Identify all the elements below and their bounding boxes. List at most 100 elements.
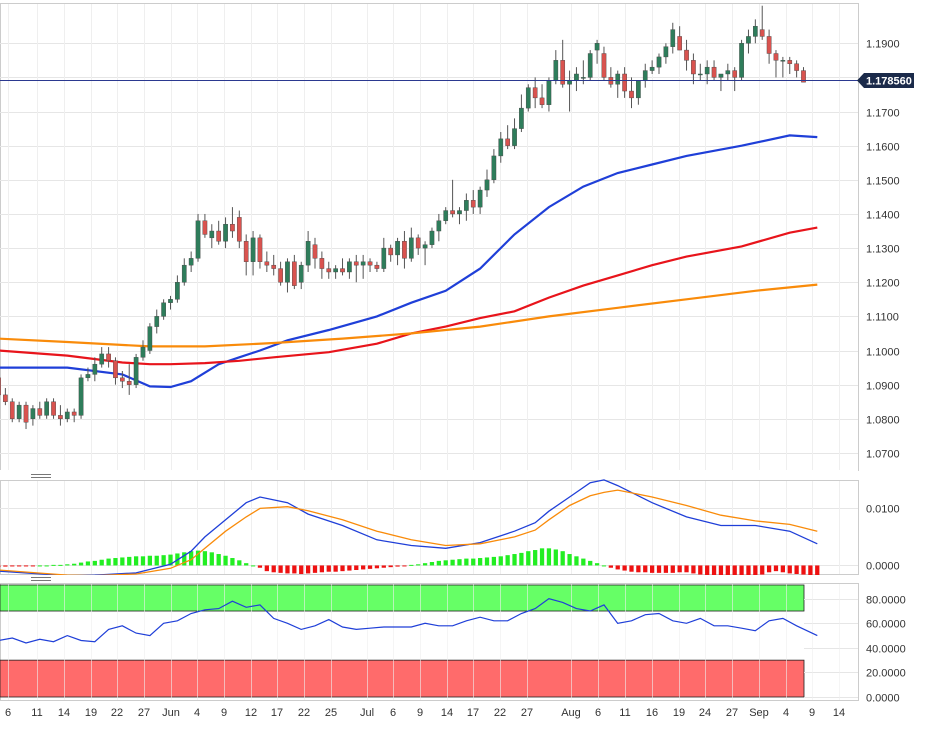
candle-up: [512, 118, 517, 150]
candle-body: [725, 70, 731, 75]
candle-body: [126, 381, 132, 385]
candle-down: [319, 251, 325, 279]
candle-body: [250, 237, 256, 262]
macd-line: [0, 479, 818, 577]
candlesticks: [0, 5, 806, 430]
candle-body: [216, 230, 222, 242]
candle-down: [691, 53, 696, 85]
candle-body: [353, 261, 359, 266]
candle-body: [285, 261, 290, 283]
candle-down: [312, 237, 318, 269]
macd-histogram-bar: [705, 565, 710, 576]
macd-histogram-bar: [305, 565, 311, 574]
candle-body: [195, 220, 201, 259]
candle-up: [168, 295, 173, 310]
pane-resize-handle[interactable]: [0, 470, 858, 480]
macd-histogram-bar: [416, 564, 421, 566]
candle-up: [422, 241, 428, 266]
candle-body: [436, 220, 442, 232]
macd-histogram-bar: [539, 548, 545, 566]
macd-histogram-bar: [161, 555, 166, 566]
candle-body: [615, 73, 621, 85]
candle-body: [264, 261, 270, 266]
candle-body: [519, 107, 524, 129]
rsi-bands: [0, 584, 805, 698]
date-tick-label: 11: [619, 707, 630, 719]
macd-histogram-bar: [299, 565, 304, 574]
date-tick-label: 12: [245, 707, 257, 719]
macd-histogram-bar: [780, 565, 785, 573]
macd-histogram-bar: [753, 565, 758, 576]
date-tick-label: 27: [726, 707, 738, 719]
candle-body: [154, 316, 160, 327]
rsi-tick-label: 0.0000: [866, 693, 900, 705]
macd-histogram-bar: [533, 550, 538, 566]
rsi-line: [0, 598, 818, 644]
macd-histogram-bar: [691, 565, 696, 574]
candle-up: [298, 261, 304, 290]
macd-histogram-bar: [718, 565, 724, 577]
candle-up: [195, 213, 201, 262]
candle-body: [257, 237, 263, 262]
rsi-tick-label: 60.0000: [866, 619, 906, 631]
macd-histogram-bar: [429, 562, 435, 566]
macd-histogram-bar: [44, 565, 49, 567]
candle-body: [512, 128, 517, 146]
macd-signal-line: [0, 489, 818, 577]
candle-body: [236, 217, 242, 242]
candle-up: [725, 63, 731, 81]
macd-lines: [0, 479, 818, 577]
candle-down: [766, 29, 772, 64]
candle-down: [402, 231, 407, 269]
candle-up: [477, 186, 483, 214]
candle-down: [106, 347, 111, 368]
candle-up: [746, 29, 751, 54]
candle-down: [292, 254, 297, 290]
macd-histogram-bar: [615, 565, 620, 570]
price-tick-label: 1.0800: [866, 415, 900, 427]
macd-histogram-bar: [739, 565, 744, 577]
candle-body: [374, 264, 380, 269]
pane-resize-handle-2[interactable]: [0, 575, 858, 583]
candle-down: [0, 377, 1, 396]
candle-body: [429, 230, 435, 245]
candle-up: [181, 258, 187, 286]
candle-up: [739, 39, 744, 81]
candle-up: [188, 251, 194, 272]
macd-histogram-bar: [3, 565, 8, 567]
macd-histogram-bar: [581, 558, 586, 566]
last-price-label: 1.178560: [866, 76, 912, 88]
candle-body: [0, 377, 1, 396]
candle-body: [753, 25, 758, 37]
candle-body: [587, 53, 593, 78]
macd-histogram-bar: [381, 565, 386, 568]
price-tick-label: 1.0700: [866, 449, 900, 461]
candle-body: [636, 80, 641, 99]
candle-up: [519, 94, 524, 133]
macd-histogram-bar: [133, 556, 139, 566]
date-tick-label: Sep: [749, 707, 769, 719]
candle-body: [58, 415, 63, 419]
macd-panel: 0.0100 0.0000: [0, 479, 900, 577]
price-tick-label: 1.1000: [866, 347, 900, 359]
macd-histogram-bar: [698, 565, 703, 575]
candle-body: [491, 155, 497, 181]
candle-body: [106, 353, 111, 361]
date-tick-label: 6: [595, 707, 601, 719]
macd-histogram-bar: [546, 548, 552, 566]
candle-down: [539, 84, 545, 109]
candle-down: [732, 67, 738, 92]
candle-body: [292, 261, 297, 286]
last-price-tag: 1.178560: [857, 73, 914, 88]
candle-body: [773, 53, 779, 61]
date-tick-label: 4: [194, 707, 200, 719]
macd-histogram-bar: [23, 565, 29, 567]
macd-histogram-bar: [574, 556, 579, 566]
candle-body: [711, 66, 717, 78]
candle-body: [766, 36, 772, 54]
date-tick-label: 22: [494, 707, 506, 719]
candle-body: [188, 258, 194, 266]
candle-down: [677, 26, 682, 51]
candle-body: [140, 346, 146, 358]
candle-body: [16, 404, 22, 419]
